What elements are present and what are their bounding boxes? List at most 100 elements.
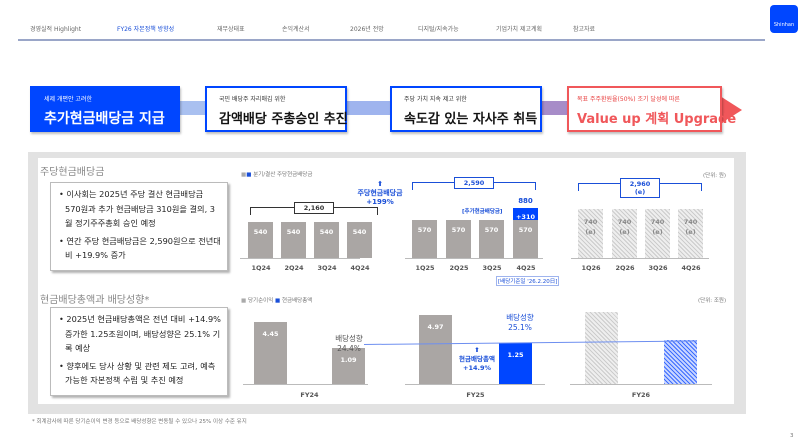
payout-label: 배당성향 [506, 313, 534, 322]
legend-label: 당기순이익 [247, 298, 274, 304]
bar: 740 (e) [645, 208, 670, 258]
connector [540, 101, 570, 115]
total-label: 2,160 [294, 202, 334, 214]
step-sub: 국민 배당주 자리매김 위한 [219, 96, 286, 103]
legend-label: 분기/결산 주당현금배당금 [253, 172, 313, 178]
step-title: 추가현금배당금 지급 [44, 111, 165, 127]
dps-growth: ⬆ 주당현금배당금 +199% [355, 180, 405, 207]
step-sub: 목표 주주환원율(50%) 조기 달성에 따른 [577, 96, 680, 103]
bar: 570 [412, 220, 437, 258]
bar: 540 [281, 222, 306, 258]
x-tick-label: 1Q25 [415, 264, 435, 272]
step-sub: 세제 개편안 고려한 [44, 96, 92, 103]
step-sub: 주당 가치 지속 제고 위한 [404, 96, 467, 103]
baseline [240, 258, 360, 259]
total-label: 2,960 (e) [620, 178, 660, 198]
x-tick-label: 3Q25 [482, 264, 502, 272]
page-number: 3 [790, 433, 794, 439]
x-tick-label: FY24 [300, 391, 319, 399]
net-income-bar: 4.97 [419, 315, 452, 384]
x-tick-label: 2Q25 [449, 264, 469, 272]
nav-divider [18, 39, 765, 41]
x-tick-label: FY25 [466, 391, 485, 399]
bar: 570 [446, 220, 471, 258]
growth-value: +199% [366, 198, 394, 206]
bullet: • 2025년 현금배당총액은 전년 대비 +14.9% 증가한 1.25조원이… [59, 314, 221, 353]
step-title: Value up 계획 Upgrade [577, 112, 737, 127]
bullet: • 연간 주당 현금배당금은 2,590원으로 전년대비 +19.9% 증가 [59, 235, 221, 261]
dps-textbox: • 이사회는 2025년 주당 결산 현금배당금 570원과 추가 현금배당금 … [50, 182, 228, 271]
extra-dividend-label: [추가현금배당금] [462, 209, 503, 215]
bullet: • 이사회는 2025년 주당 결산 현금배당금 570원과 추가 현금배당금 … [59, 189, 216, 228]
net-income-bar [585, 312, 618, 384]
total-legend: ■ 당기순이익 ■ 현금배당총액 [241, 298, 313, 304]
dps-legend: ■■ 분기/결산 주당현금배당금 [241, 172, 313, 178]
x-tick-label: 4Q26 [681, 264, 701, 272]
total-textbox: • 2025년 현금배당총액은 전년 대비 +14.9% 증가한 1.25조원이… [50, 307, 228, 396]
bar: 740 (e) [612, 208, 637, 258]
payout-value: 25.1% [508, 323, 532, 332]
x-tick-label: 4Q24 [350, 264, 370, 272]
growth-label: 현금배당총액 [459, 355, 495, 363]
bar: 540 [248, 222, 273, 258]
bar: 570 [513, 220, 538, 258]
x-tick-label: 2Q26 [615, 264, 635, 272]
step-title: 감액배당 주총승인 추진 [219, 112, 348, 127]
bar: 740 (e) [578, 208, 603, 258]
payout-value: 24.4% [337, 344, 361, 353]
nav-item[interactable]: 기업가치 제고계획 [496, 26, 543, 33]
bar: 540 [347, 222, 372, 258]
nav-item[interactable]: FY26 자본정책 방향성 [117, 26, 175, 33]
dividend-bar: 1.09 [332, 348, 365, 384]
unit-label: (단위: 원) [703, 173, 727, 179]
bar-extra: +310 [513, 208, 538, 221]
legend-label: 현금배당총액 [281, 298, 313, 304]
section-title-total: 현금배당총액과 배당성향* [40, 295, 150, 306]
bar: 540 [314, 222, 339, 258]
dividend-bar [664, 340, 697, 384]
total-label: 2,590 [454, 177, 494, 189]
connector [180, 101, 210, 115]
growth-label: 주당현금배당금 [357, 189, 403, 197]
arrow-icon [720, 96, 742, 124]
dividend-bar: 1.25 [499, 343, 532, 384]
nav-item[interactable]: 디지털/지속가능 [418, 26, 459, 33]
up-arrow-icon: ⬆ [377, 180, 383, 188]
nav-item[interactable]: 경영실적 Highlight [30, 26, 82, 33]
total-growth: ⬆ 현금배당총액 +14.9% [455, 346, 499, 373]
baseline [243, 384, 368, 385]
x-tick-label: 1Q24 [251, 264, 271, 272]
shinhan-logo: Shinhan [770, 5, 798, 33]
step-4: 목표 주주환원율(50%) 조기 달성에 따른 Value up 계획 Upgra… [567, 86, 737, 132]
bar-total-label: 880 [518, 197, 533, 205]
x-tick-label: FY26 [631, 391, 651, 399]
x-tick-label: 3Q24 [317, 264, 337, 272]
bullet: • 향후에도 당사 상황 및 관련 제도 고려, 예측 가능한 자본정책 수립 … [59, 360, 216, 386]
up-arrow-icon: ⬆ [474, 346, 480, 354]
growth-value: +14.9% [463, 364, 491, 372]
x-tick-label: 1Q26 [581, 264, 601, 272]
baseline [570, 384, 712, 385]
nav-item[interactable]: 재무상태표 [217, 26, 245, 33]
bar: 570 [479, 220, 504, 258]
baseline [405, 258, 543, 259]
x-tick-label: 2Q24 [284, 264, 304, 272]
section-title-dps: 주당현금배당금 [40, 167, 105, 178]
bar: 740 (e) [678, 208, 703, 258]
nav-item[interactable]: 손익계산서 [282, 26, 310, 33]
unit-label: (단위: 조원) [698, 298, 727, 304]
step-title: 속도감 있는 자사주 취득 [404, 112, 538, 127]
record-date: [배당기준일 '26.2.20日] [496, 276, 560, 286]
nav-item[interactable]: 참고자료 [573, 26, 596, 33]
baseline [571, 258, 709, 259]
x-tick-label: 3Q26 [648, 264, 668, 272]
net-income-bar: 4.45 [254, 322, 287, 384]
x-tick-label: 4Q25 [516, 264, 536, 272]
baseline [405, 384, 545, 385]
payout-label: 배당성향 [335, 334, 363, 343]
footnote: * 회계감사에 따른 당기순이익 변경 등으로 배당성향은 변동될 수 있으나 … [32, 419, 247, 425]
nav-item[interactable]: 2026년 전망 [350, 26, 384, 33]
